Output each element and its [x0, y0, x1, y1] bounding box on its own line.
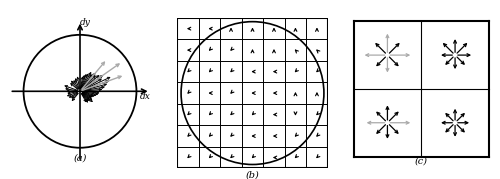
- Text: (c): (c): [415, 156, 428, 165]
- Text: dy: dy: [80, 18, 91, 27]
- Text: (a): (a): [74, 153, 86, 162]
- Text: dx: dx: [140, 92, 150, 101]
- Text: (b): (b): [246, 171, 260, 179]
